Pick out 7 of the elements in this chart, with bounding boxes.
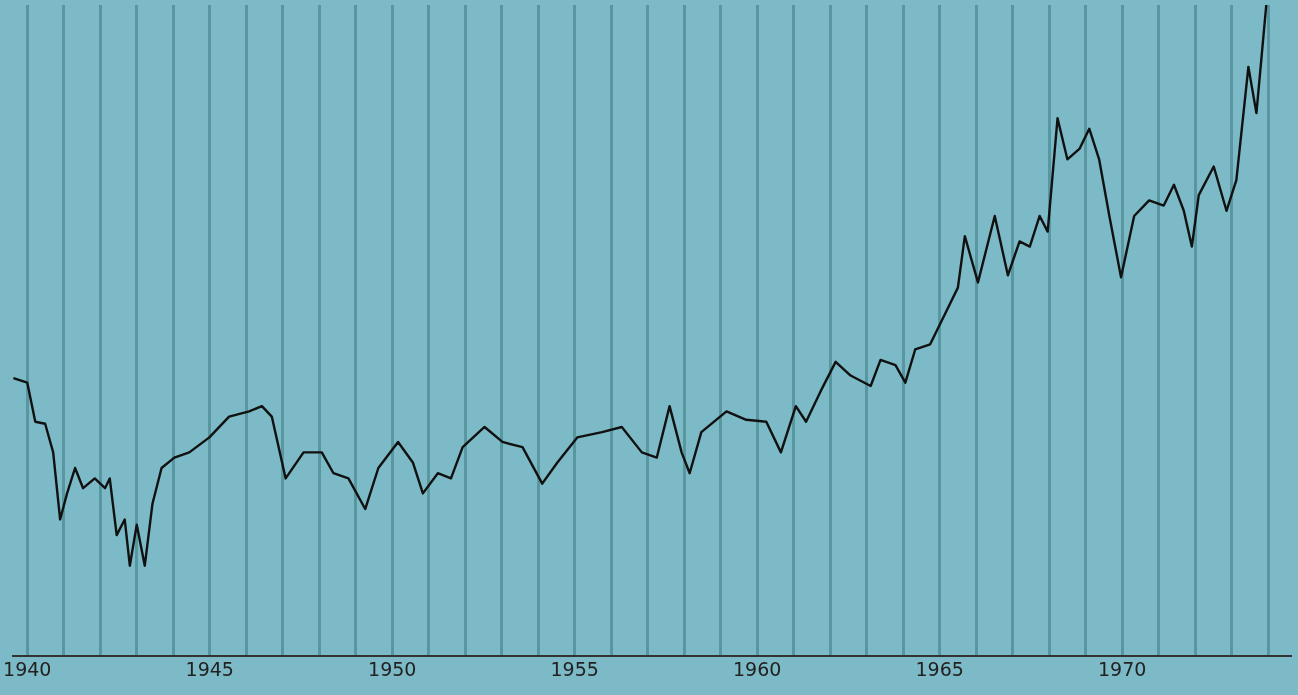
x-tick-label: 1960 (732, 657, 782, 680)
x-tick-label: 1970 (1097, 657, 1147, 680)
x-tick-label: 1955 (550, 657, 599, 680)
x-tick-label: 1965 (915, 657, 964, 680)
x-tick-label: 1945 (185, 657, 234, 680)
x-tick-label: 1940 (3, 657, 52, 680)
x-tick-label: 1950 (368, 657, 417, 680)
